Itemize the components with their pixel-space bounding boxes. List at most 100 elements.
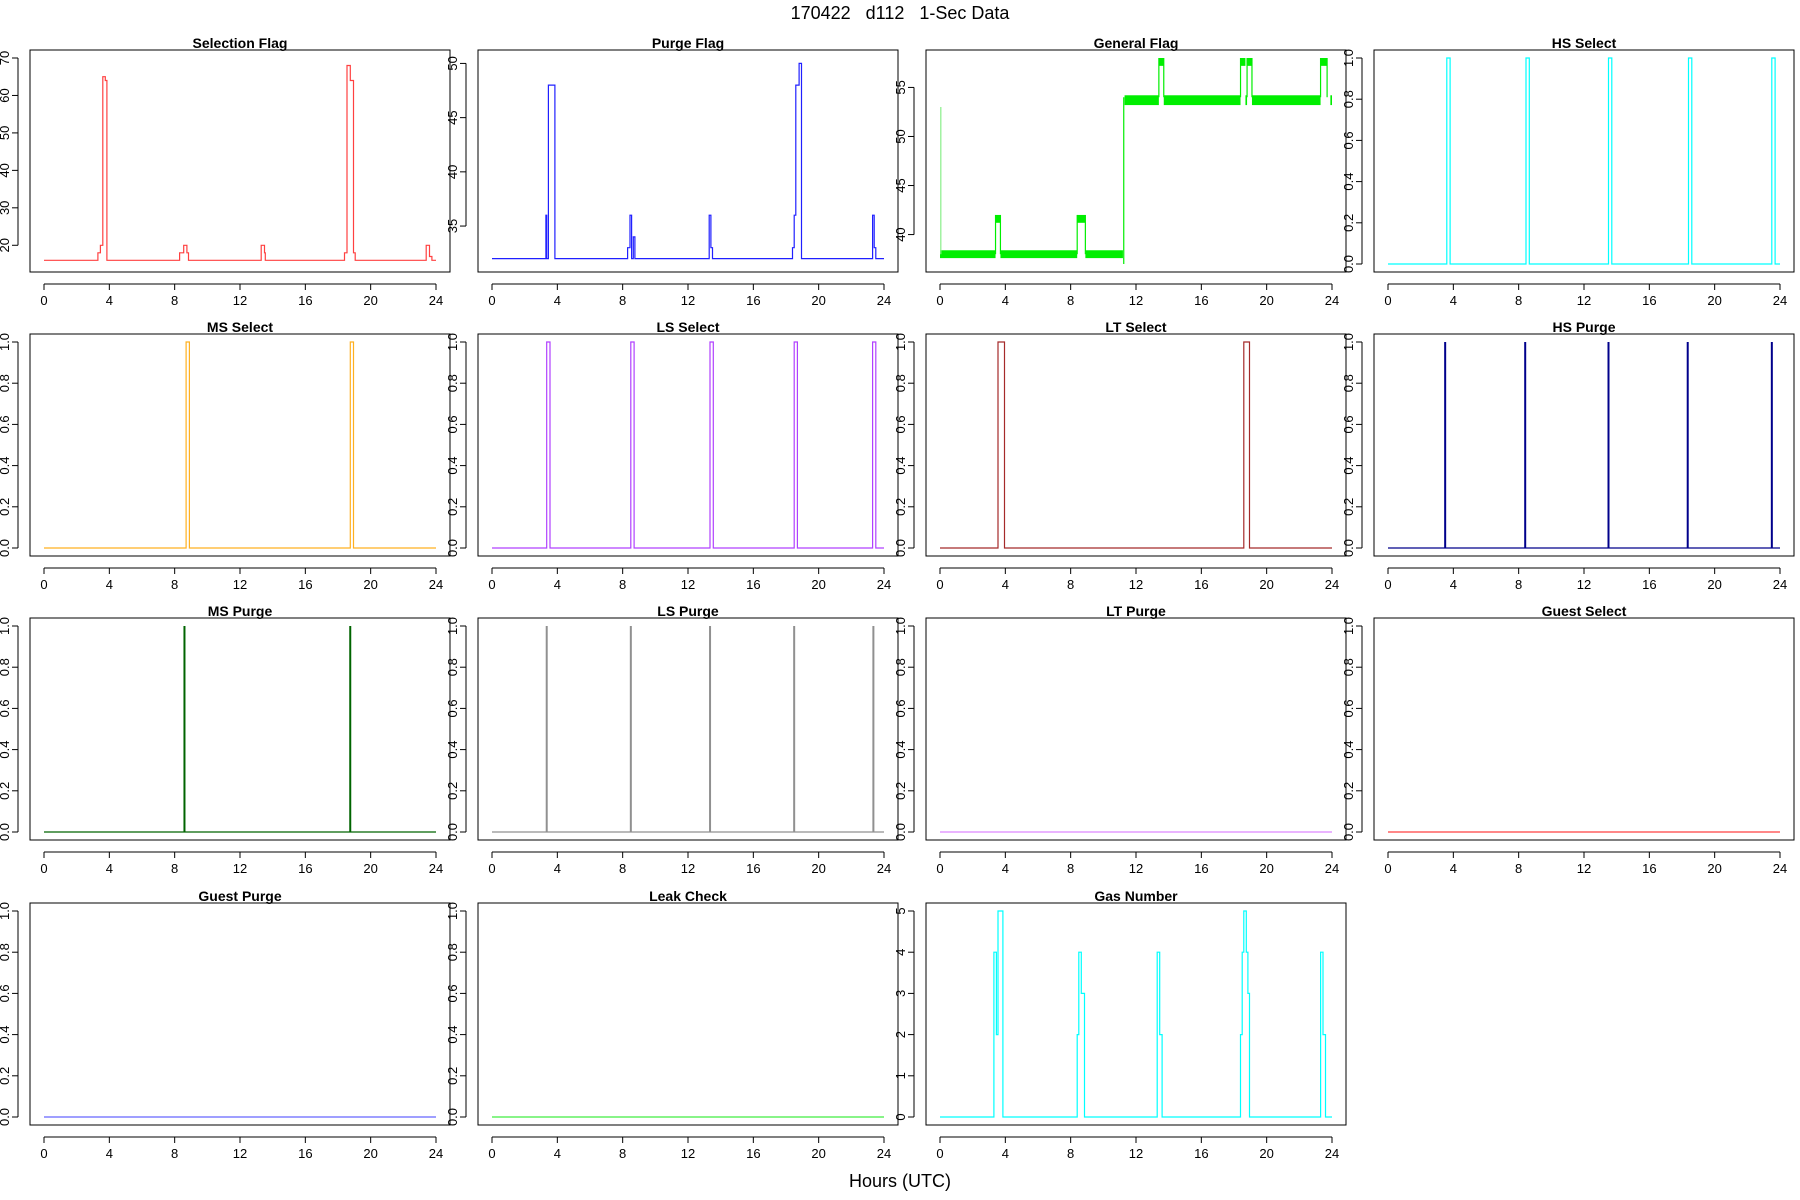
y-tick-label: 20 — [0, 238, 12, 252]
panel-title: LT Purge — [1106, 603, 1166, 619]
y-tick-label: 0.6 — [0, 699, 12, 717]
x-tick-label: 12 — [1577, 861, 1591, 876]
y-tick-label: 0.4 — [0, 1026, 12, 1044]
y-tick-label: 0.0 — [445, 539, 460, 557]
y-tick-label: 0 — [893, 1113, 908, 1120]
y-tick-label: 0.6 — [445, 699, 460, 717]
panel-frame — [477, 333, 899, 557]
x-tick-label: 4 — [1450, 293, 1457, 308]
y-tick-label: 50 — [0, 126, 12, 140]
panel-ms-select: MS Select 0 4 8 12 16 20 24 0.0 0.2 0.4 0.6 0.8 1.0 — [0, 319, 451, 592]
panel-title: MS Purge — [208, 603, 273, 619]
y-tick-label: 0.8 — [0, 658, 12, 676]
y-tick-label: 40 — [445, 165, 460, 179]
panel-hs-purge: HS Purge 0 4 8 12 16 20 24 0.0 0.2 0.4 0.6 0.8 1.0 — [1341, 319, 1795, 592]
x-tick-label: 24 — [429, 293, 443, 308]
x-tick-label: 0 — [1384, 861, 1391, 876]
x-tick-label: 0 — [40, 1146, 47, 1161]
x-tick-label: 8 — [1515, 861, 1522, 876]
x-tick-label: 16 — [1194, 1146, 1208, 1161]
panel-title: LS Select — [656, 319, 719, 335]
series-line — [44, 64, 436, 261]
panel-frame — [477, 902, 899, 1126]
y-tick-label: 60 — [0, 88, 12, 102]
y-tick-label: 0.2 — [893, 498, 908, 516]
x-tick-label: 4 — [554, 293, 561, 308]
y-tick-label: 0.8 — [445, 658, 460, 676]
panel-leak-check: Leak Check 0 4 8 12 16 20 24 0.0 0.2 0.4 0.6 0.8 1.0 — [445, 888, 899, 1161]
x-tick-label: 20 — [363, 1146, 377, 1161]
panel-frame — [29, 49, 451, 273]
y-tick-label: 55 — [893, 80, 908, 94]
panel-frame — [477, 49, 899, 273]
x-tick-label: 20 — [811, 1146, 825, 1161]
x-tick-label: 12 — [1129, 1146, 1143, 1161]
y-tick-label: 0.2 — [1341, 782, 1356, 800]
panel-frame — [29, 333, 451, 557]
x-tick-label: 4 — [106, 861, 113, 876]
series-band — [1320, 58, 1328, 66]
x-tick-label: 0 — [488, 1146, 495, 1161]
y-tick-label: 0.4 — [893, 457, 908, 475]
y-tick-label: 0.0 — [1341, 539, 1356, 557]
x-tick-label: 20 — [1259, 1146, 1273, 1161]
x-tick-label: 8 — [1067, 293, 1074, 308]
x-tick-label: 16 — [1194, 861, 1208, 876]
y-tick-label: 1 — [893, 1072, 908, 1079]
y-tick-label: 0.4 — [445, 1026, 460, 1044]
x-tick-label: 24 — [429, 577, 443, 592]
x-tick-label: 16 — [1642, 293, 1656, 308]
y-tick-label: 0.0 — [893, 539, 908, 557]
series-band — [1251, 95, 1321, 106]
x-tick-label: 24 — [429, 1146, 443, 1161]
y-tick-label: 0.6 — [0, 984, 12, 1002]
y-tick-label: 0.0 — [0, 1108, 12, 1126]
x-tick-label: 4 — [1002, 1146, 1009, 1161]
y-tick-label: 45 — [893, 178, 908, 192]
x-tick-label: 8 — [171, 861, 178, 876]
x-tick-label: 16 — [298, 293, 312, 308]
y-tick-label: 1.0 — [893, 333, 908, 351]
y-tick-label: 0.2 — [0, 1067, 12, 1085]
x-tick-label: 0 — [936, 293, 943, 308]
x-tick-label: 12 — [233, 577, 247, 592]
x-tick-label: 24 — [429, 861, 443, 876]
x-tick-label: 24 — [1325, 577, 1339, 592]
y-tick-label: 5 — [893, 907, 908, 914]
x-tick-label: 8 — [619, 1146, 626, 1161]
panel-frame — [925, 49, 1347, 273]
x-tick-label: 8 — [1067, 861, 1074, 876]
panel-title: Guest Select — [1542, 603, 1627, 619]
x-tick-label: 8 — [619, 293, 626, 308]
x-tick-label: 8 — [1515, 293, 1522, 308]
x-tick-label: 16 — [1194, 293, 1208, 308]
x-tick-label: 4 — [1450, 577, 1457, 592]
x-tick-label: 20 — [363, 861, 377, 876]
y-tick-label: 1.0 — [893, 617, 908, 635]
x-tick-label: 8 — [1067, 577, 1074, 592]
x-tick-label: 12 — [1577, 293, 1591, 308]
y-tick-label: 70 — [0, 51, 12, 65]
x-tick-label: 12 — [1577, 577, 1591, 592]
y-tick-label: 0.2 — [445, 1067, 460, 1085]
x-tick-label: 4 — [1002, 577, 1009, 592]
x-tick-label: 0 — [40, 861, 47, 876]
panel-purge-flag: Purge Flag 0 4 8 12 16 20 24 35 40 45 50 — [445, 35, 899, 308]
y-tick-label: 0.6 — [0, 415, 12, 433]
y-tick-label: 0.2 — [445, 498, 460, 516]
panel-title: HS Purge — [1552, 319, 1615, 335]
x-tick-label: 8 — [1067, 1146, 1074, 1161]
y-tick-label: 1.0 — [445, 617, 460, 635]
panel-title: Purge Flag — [652, 35, 724, 51]
x-tick-label: 0 — [40, 577, 47, 592]
series-line — [1388, 57, 1780, 265]
x-tick-label: 24 — [877, 1146, 891, 1161]
y-tick-label: 1.0 — [0, 617, 12, 635]
series-band — [1077, 214, 1086, 223]
x-tick-label: 12 — [1129, 293, 1143, 308]
y-tick-label: 0.0 — [445, 1108, 460, 1126]
x-tick-label: 4 — [554, 1146, 561, 1161]
panel-guest-purge: Guest Purge 0 4 8 12 16 20 24 0.0 0.2 0.4 0.6 0.8 1.0 — [0, 888, 451, 1161]
panel-lt-select: LT Select 0 4 8 12 16 20 24 0.0 0.2 0.4 0.6 0.8 1.0 — [893, 319, 1347, 592]
y-tick-label: 1.0 — [1341, 333, 1356, 351]
